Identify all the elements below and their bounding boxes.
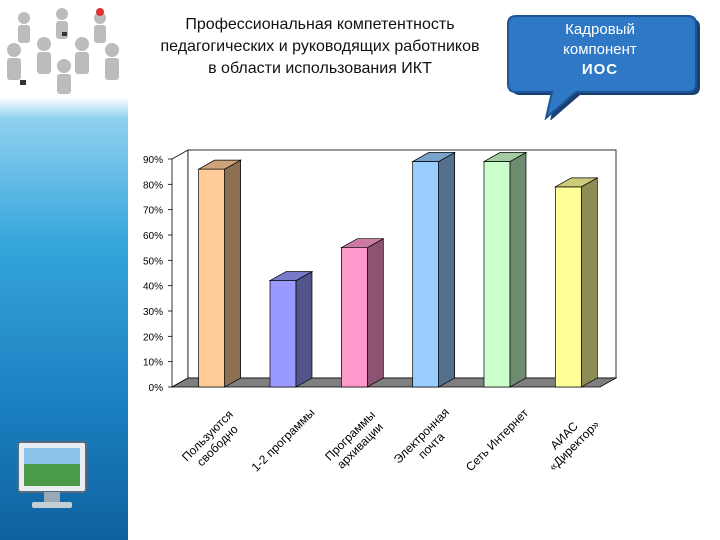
y-tick-label: 80% xyxy=(143,180,163,191)
y-tick-label: 90% xyxy=(143,155,163,166)
bar-5-front xyxy=(483,161,511,388)
x-tick-label-6: АИАС«Директор» xyxy=(536,407,602,473)
bar-6-side xyxy=(580,177,598,388)
chart-back-wall xyxy=(187,149,617,379)
bar-2-side xyxy=(295,271,313,388)
bar-5-top xyxy=(482,152,528,162)
bubble-line-3: ИОС xyxy=(581,61,619,78)
y-tick-label: 20% xyxy=(143,332,163,343)
page-title: Профессиональная компетентность педагоги… xyxy=(130,14,510,80)
y-tick-label: 0% xyxy=(149,383,164,394)
bar-3-side xyxy=(366,238,384,388)
bar-1-side xyxy=(224,159,242,388)
y-tick-label: 60% xyxy=(143,231,163,242)
bar-4-front xyxy=(412,161,440,388)
y-tick-label: 70% xyxy=(143,206,163,217)
x-tick-label-5: Сеть Интернет xyxy=(463,406,532,475)
chart-side-wall xyxy=(171,149,189,388)
bar-3-top xyxy=(339,238,385,249)
people-group-icon xyxy=(7,8,119,94)
callout-bubble: Кадровый компонент ИОС xyxy=(506,14,700,120)
x-tick-label-4: Электроннаяпочта xyxy=(391,405,462,476)
computer-monitor-icon xyxy=(17,441,87,508)
bar-1-top xyxy=(197,159,243,170)
bar-4-top xyxy=(411,152,457,162)
bar-6-top xyxy=(553,177,599,188)
title-line-1: Профессиональная компетентность xyxy=(185,16,455,33)
bar-5-side xyxy=(509,151,527,388)
bar-6-front xyxy=(554,186,582,388)
x-tick-label-2: 1-2 программы xyxy=(249,406,318,475)
y-tick-label: 40% xyxy=(143,282,163,293)
y-tick-label: 30% xyxy=(143,307,163,318)
bar-3-front xyxy=(340,247,368,388)
y-tick-label: 10% xyxy=(143,358,163,369)
bar-4-side xyxy=(438,151,456,388)
title-line-2: педагогических и руководящих работников xyxy=(160,38,480,55)
bar-2-top xyxy=(268,271,314,281)
x-tick-label-3: Программыархивации xyxy=(322,408,388,474)
bubble-line-2: компонент xyxy=(563,41,637,58)
bar-2-front xyxy=(269,280,297,388)
x-tick-label-line: 1-2 программы xyxy=(249,406,318,475)
bubble-line-1: Кадровый xyxy=(565,21,635,38)
bar-1-front xyxy=(198,168,226,388)
x-tick-label-1: Пользуютсясвободно xyxy=(179,407,246,474)
x-tick-label-line: Сеть Интернет xyxy=(463,406,532,475)
y-tick-label: 50% xyxy=(143,256,163,267)
title-line-3: в области использования ИКТ xyxy=(208,60,432,77)
